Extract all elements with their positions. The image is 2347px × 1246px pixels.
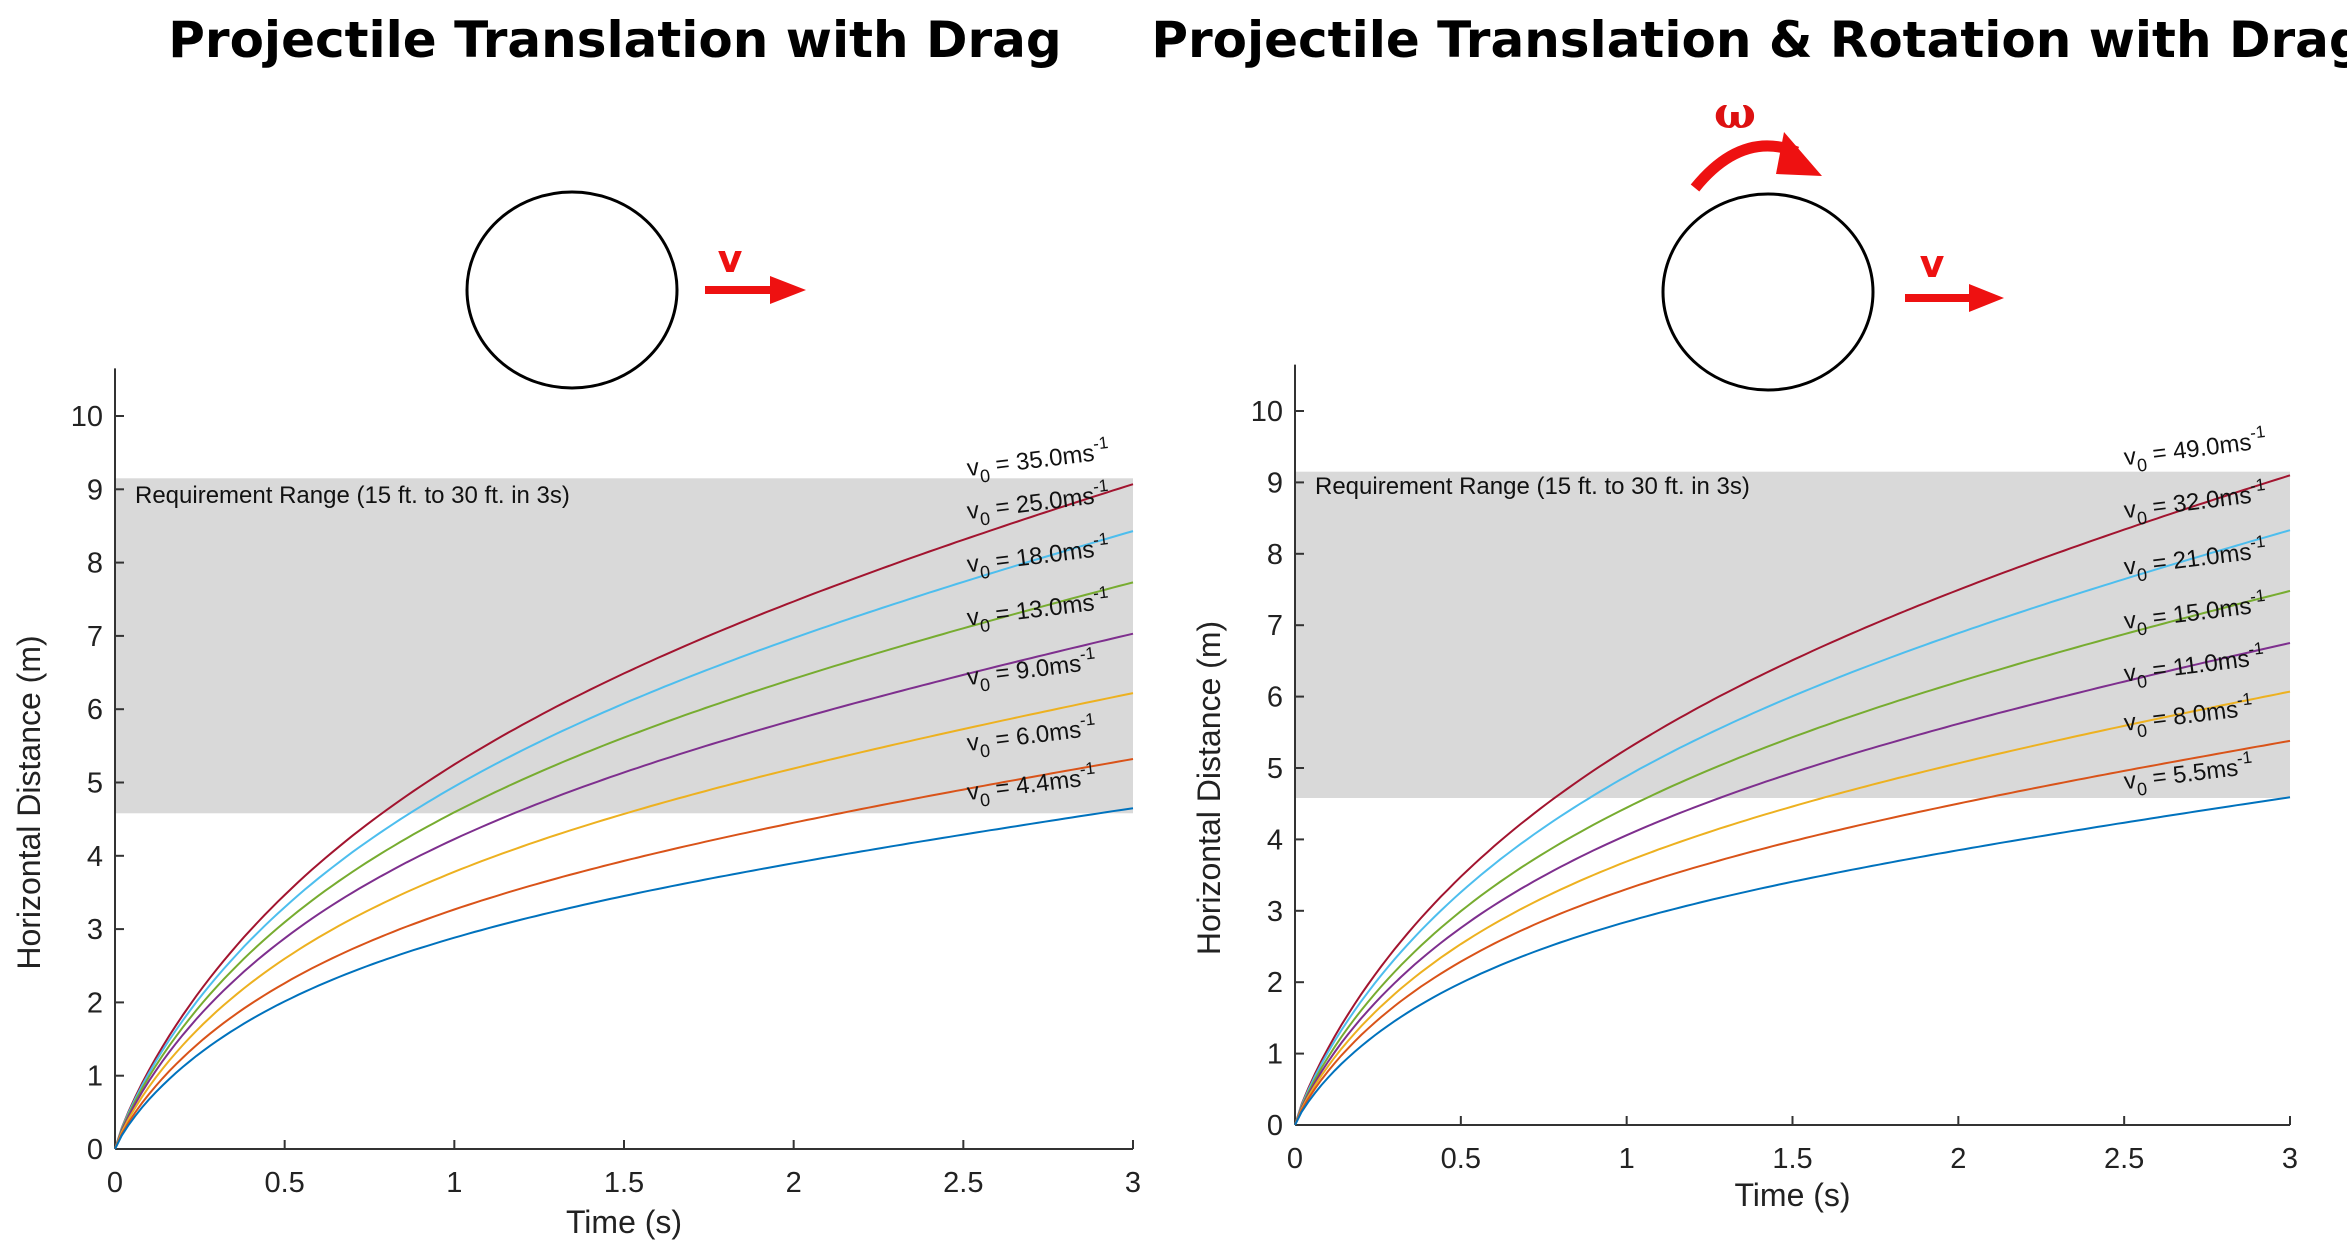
series-line: [1294, 589, 2291, 1126]
series-line: [1294, 474, 2291, 1126]
requirement-range-band: [115, 478, 1133, 814]
y-tick-label: 8: [87, 548, 103, 580]
x-tick-label: 1.5: [1772, 1143, 1812, 1175]
projectile-diagram: ω v: [1661, 88, 2004, 392]
y-tick-label: 1: [1267, 1039, 1283, 1071]
curved-arrow-icon: [1690, 132, 1822, 192]
x-tick-label: 2.5: [943, 1167, 983, 1199]
panel-translation: Projectile Translation with Drag v Requi…: [11, 11, 1141, 1240]
series-line: [114, 581, 1134, 1150]
y-axis-title: Horizontal Distance (m): [1191, 621, 1227, 955]
series-label: v0 = 6.0ms-1: [965, 709, 1099, 763]
circle-icon: [1661, 192, 1875, 392]
x-tick-label: 1: [1619, 1143, 1635, 1175]
y-tick-label: 8: [1267, 539, 1283, 571]
y-tick-label: 0: [87, 1134, 103, 1166]
plot-area: Requirement Range (15 ft. to 30 ft. in 3…: [11, 368, 1141, 1240]
y-tick-label: 0: [1267, 1110, 1283, 1142]
y-tick-label: 2: [1267, 967, 1283, 999]
y-tick-label: 6: [87, 694, 103, 726]
y-axis-title: Horizontal Distance (m): [11, 635, 47, 969]
right-arrow-icon: [1905, 284, 2004, 312]
y-tick-label: 4: [1267, 824, 1283, 856]
y-tick-label: 5: [1267, 753, 1283, 785]
series-line: [114, 692, 1134, 1150]
x-tick-label: 2: [786, 1167, 802, 1199]
series-line: [114, 483, 1134, 1150]
y-tick-label: 3: [87, 914, 103, 946]
y-tick-label: 10: [1251, 396, 1283, 428]
x-tick-label: 0: [1287, 1143, 1303, 1175]
series-line: [1294, 796, 2291, 1126]
x-tick-label: 2.5: [2104, 1143, 2144, 1175]
series-line: [114, 632, 1134, 1150]
series-line: [1294, 739, 2291, 1126]
y-tick-label: 9: [1267, 467, 1283, 499]
requirement-range-label: Requirement Range (15 ft. to 30 ft. in 3…: [135, 482, 570, 509]
x-tick-label: 0: [107, 1167, 123, 1199]
x-axis-title: Time (s): [1734, 1177, 1850, 1213]
series-line: [114, 807, 1134, 1150]
circle-icon: [465, 190, 679, 390]
y-tick-label: 9: [87, 474, 103, 506]
x-tick-label: 0.5: [265, 1167, 305, 1199]
x-tick-label: 3: [1125, 1167, 1141, 1199]
y-tick-label: 7: [87, 621, 103, 653]
velocity-symbol: v: [718, 237, 743, 281]
projectile-diagram: v: [465, 190, 806, 390]
right-arrow-icon: [705, 276, 806, 304]
series-line: [1294, 529, 2291, 1126]
series-line: [1294, 690, 2291, 1126]
x-tick-label: 0.5: [1441, 1143, 1481, 1175]
y-tick-label: 6: [1267, 682, 1283, 714]
plot-area: Requirement Range (15 ft. to 30 ft. in 3…: [1191, 364, 2298, 1213]
y-tick-label: 10: [71, 401, 103, 433]
series-line: [114, 758, 1134, 1150]
y-tick-label: 3: [1267, 896, 1283, 928]
y-tick-label: 4: [87, 841, 103, 873]
x-axis-title: Time (s): [566, 1204, 682, 1240]
y-tick-label: 7: [1267, 610, 1283, 642]
y-tick-label: 2: [87, 987, 103, 1019]
panel-title: Projectile Translation & Rotation with D…: [1151, 11, 2347, 69]
y-tick-label: 1: [87, 1061, 103, 1093]
x-tick-label: 1.5: [604, 1167, 644, 1199]
rotation-symbol: ω: [1714, 88, 1756, 139]
requirement-range-label: Requirement Range (15 ft. to 30 ft. in 3…: [1315, 473, 1750, 500]
series-label: v0 = 49.0ms-1: [2122, 422, 2269, 477]
velocity-symbol: v: [1920, 242, 1945, 286]
panel-translation-rotation: Projectile Translation & Rotation with D…: [1151, 11, 2347, 1213]
series-line: [114, 530, 1134, 1150]
x-tick-label: 3: [2282, 1143, 2298, 1175]
x-tick-label: 1: [446, 1167, 462, 1199]
y-tick-label: 5: [87, 768, 103, 800]
series-line: [1294, 642, 2291, 1126]
panel-title: Projectile Translation with Drag: [168, 11, 1061, 69]
x-tick-label: 2: [1950, 1143, 1966, 1175]
